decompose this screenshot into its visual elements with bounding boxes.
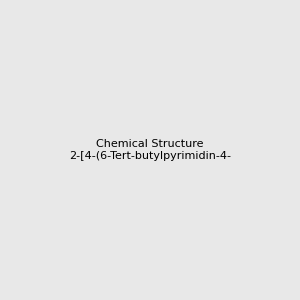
Text: Chemical Structure
2-[4-(6-Tert-butylpyrimidin-4-: Chemical Structure 2-[4-(6-Tert-butylpyr… [69, 139, 231, 161]
